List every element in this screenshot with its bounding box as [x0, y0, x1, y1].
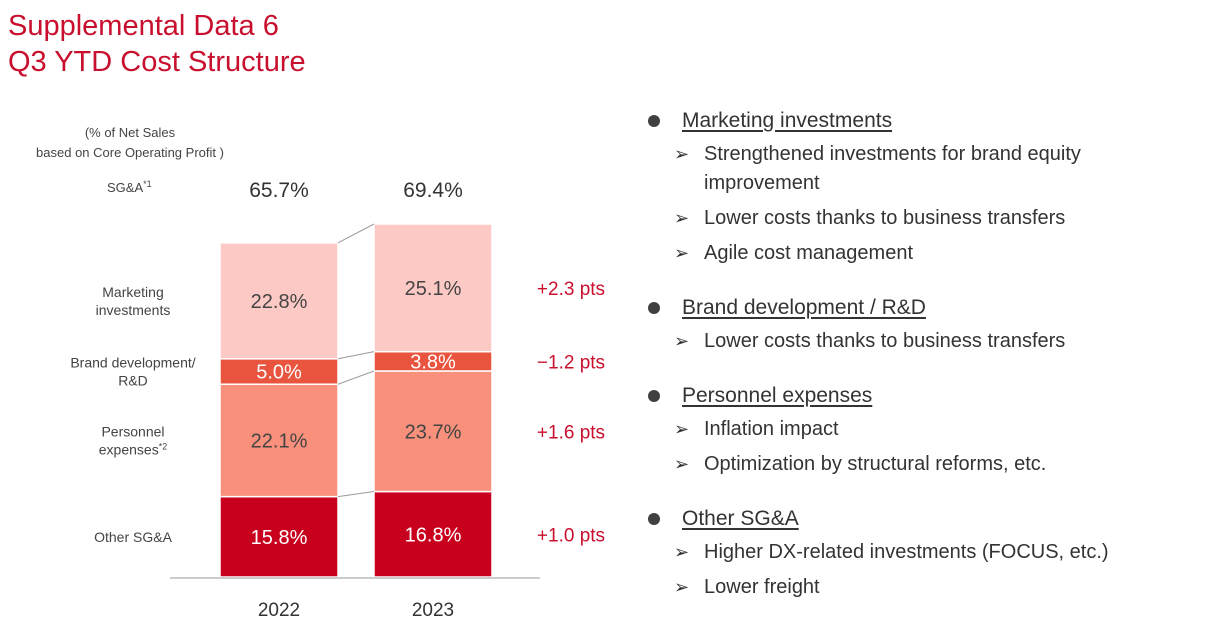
bar-segment-2022-2	[219, 383, 339, 498]
series-label-4-line-2: investments	[96, 302, 171, 318]
title-line-1: Supplemental Data 6	[8, 10, 279, 42]
bullet-dot-icon	[648, 115, 660, 127]
note-heading: Marketing investments	[644, 104, 1210, 138]
change-label-2: +1.6 pts	[537, 422, 605, 443]
title-line-2: Q3 YTD Cost Structure	[8, 46, 306, 78]
notes-panel: Marketing investments ➢ Strengthened inves…	[644, 104, 1210, 625]
series-label-2-line-2: expenses*2	[99, 441, 167, 457]
bar-segment-2023-4	[373, 223, 493, 353]
arrow-bullet-icon: ➢	[674, 331, 690, 351]
unit-note-line-1: (% of Net Sales	[85, 125, 176, 140]
arrow-bullet-icon: ➢	[674, 144, 690, 164]
note-section-4: Other SG&A ➢ Higher DX-related investments…	[644, 502, 1210, 602]
note-item-text: Higher DX-related investments (FOCUS, et…	[704, 541, 1109, 563]
value-label-2023-2: 23.7%	[405, 421, 462, 443]
value-label-2022-1: 15.8%	[251, 527, 308, 549]
arrow-bullet-icon: ➢	[674, 419, 690, 439]
value-label-2023-1: 16.8%	[405, 524, 462, 546]
connector-line-1	[337, 491, 375, 498]
bar-segment-2023-2	[373, 370, 493, 493]
note-heading: Personnel expenses	[644, 379, 1210, 413]
unit-note-line-2: based on Core Operating Profit )	[36, 145, 224, 160]
note-heading-text: Personnel expenses	[682, 384, 873, 407]
page-title: Supplemental Data 6 Q3 YTD Cost Structur…	[8, 8, 306, 80]
note-heading-text: Marketing investments	[682, 109, 893, 132]
note-item-text: Strengthened investments for brand equit…	[704, 143, 1081, 194]
total-label-2023: 69.4%	[403, 179, 463, 202]
category-label-2023: 2023	[412, 600, 454, 621]
note-item: ➢ Higher DX-related investments (FOCUS, e…	[644, 538, 1194, 567]
note-heading: Other SG&A	[644, 502, 1210, 536]
note-item-text: Lower costs thanks to business transfers	[704, 330, 1066, 352]
bullet-dot-icon	[648, 390, 660, 402]
note-item-text: Inflation impact	[704, 418, 839, 440]
note-heading: Brand development / R&D	[644, 291, 1210, 325]
change-label-1: +1.0 pts	[537, 525, 605, 546]
note-item: ➢ Agile cost management	[644, 239, 1194, 268]
note-item: ➢ Strengthened investments for brand equi…	[644, 140, 1194, 198]
note-item-text: Lower freight	[704, 576, 820, 598]
sga-note-marker: *1	[143, 179, 152, 189]
category-label-2022: 2022	[258, 600, 300, 621]
note-section-1: Marketing investments ➢ Strengthened inves…	[644, 104, 1210, 268]
arrow-bullet-icon: ➢	[674, 454, 690, 474]
bullet-dot-icon	[648, 513, 660, 525]
total-label-2022: 65.7%	[249, 179, 309, 202]
note-item: ➢ Inflation impact	[644, 415, 1194, 444]
note-item: ➢ Lower costs thanks to business transfer…	[644, 204, 1194, 233]
bullet-dot-icon	[648, 302, 660, 314]
cost-structure-chart: (% of Net Sales based on Core Operating P…	[36, 125, 605, 621]
value-label-2023-4: 25.1%	[405, 278, 462, 300]
series-label-1-line-1: Other SG&A	[94, 529, 172, 545]
connector-line-2	[337, 370, 375, 385]
series-label-4-line-1: Marketing	[102, 284, 163, 300]
connector-line-3	[337, 351, 375, 360]
series-label-2-line-1: Personnel	[101, 423, 164, 439]
connector-line-4	[337, 223, 375, 244]
bar-segment-2022-3	[219, 358, 339, 385]
arrow-bullet-icon: ➢	[674, 577, 690, 597]
value-label-2023-3: 3.8%	[410, 351, 456, 373]
note-item: ➢ Optimization by structural reforms, etc…	[644, 450, 1194, 479]
value-label-2022-2: 22.1%	[251, 430, 308, 452]
arrow-bullet-icon: ➢	[674, 208, 690, 228]
bar-segment-2022-4	[219, 242, 339, 360]
bar-segment-2023-1	[373, 490, 493, 578]
change-label-3: −1.2 pts	[537, 352, 605, 373]
note-heading-text: Brand development / R&D	[682, 296, 926, 319]
note-section-3: Personnel expenses ➢ Inflation impact ➢ Opti…	[644, 379, 1210, 479]
series-label-3-line-1: Brand development/	[70, 355, 195, 371]
note-section-2: Brand development / R&D ➢ Lower costs than…	[644, 291, 1210, 356]
change-label-4: +2.3 pts	[537, 279, 605, 300]
arrow-bullet-icon: ➢	[674, 243, 690, 263]
note-item: ➢ Lower freight	[644, 573, 1194, 602]
note-item: ➢ Lower costs thanks to business transfer…	[644, 327, 1194, 356]
note-item-text: Lower costs thanks to business transfers	[704, 207, 1066, 229]
arrow-bullet-icon: ➢	[674, 542, 690, 562]
series-note-marker-2: *2	[159, 441, 168, 451]
note-item-text: Optimization by structural reforms, etc.	[704, 453, 1047, 475]
value-label-2022-4: 22.8%	[251, 291, 308, 313]
value-label-2022-3: 5.0%	[256, 362, 302, 384]
series-label-3-line-2: R&D	[118, 373, 148, 389]
bar-segment-2022-1	[219, 495, 339, 578]
note-heading-text: Other SG&A	[682, 507, 799, 530]
note-item-text: Agile cost management	[704, 242, 914, 264]
sga-total-label: SG&A*1	[107, 179, 152, 195]
